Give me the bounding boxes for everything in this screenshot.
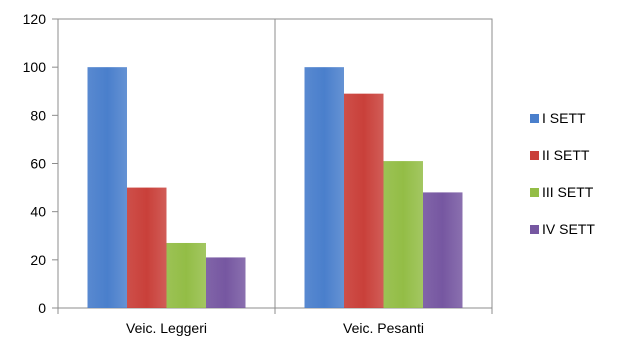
x-axis: Veic. Leggeri Veic. Pesanti xyxy=(57,308,493,336)
legend-item: I SETT xyxy=(530,108,595,128)
bars xyxy=(87,67,463,309)
legend-swatch xyxy=(530,224,539,234)
x-category-label: Veic. Leggeri xyxy=(126,320,207,336)
legend-swatch xyxy=(530,150,539,160)
bar-i-sett-veic-leggeri xyxy=(87,67,127,309)
y-tick-label: 120 xyxy=(23,11,47,27)
legend-item: IV SETT xyxy=(530,219,595,239)
y-tick-label: 40 xyxy=(30,204,46,220)
y-tick-label: 0 xyxy=(38,300,46,316)
legend: I SETT II SETT III SETT IV SETT xyxy=(530,108,595,256)
y-tick-label: 80 xyxy=(30,107,46,123)
legend-swatch xyxy=(530,187,539,197)
legend-swatch xyxy=(530,113,539,123)
y-tick-label: 60 xyxy=(30,156,46,172)
legend-item: III SETT xyxy=(530,182,595,202)
bar-iv-sett-veic-leggeri xyxy=(206,257,246,308)
y-tick-label: 20 xyxy=(30,252,46,268)
legend-label: III SETT xyxy=(542,184,594,200)
bar-iii-sett-veic-pesanti xyxy=(383,161,423,308)
legend-label: I SETT xyxy=(542,110,586,126)
bar-i-sett-veic-pesanti xyxy=(304,67,344,309)
bar-iv-sett-veic-pesanti xyxy=(423,192,463,308)
x-category-label: Veic. Pesanti xyxy=(343,320,424,336)
bar-iii-sett-veic-leggeri xyxy=(166,242,206,308)
bar-ii-sett-veic-leggeri xyxy=(127,187,167,308)
legend-label: IV SETT xyxy=(542,221,595,237)
y-tick-label: 100 xyxy=(23,59,47,75)
bar-ii-sett-veic-pesanti xyxy=(344,93,384,309)
legend-item: II SETT xyxy=(530,145,595,165)
y-axis: 0 20 40 60 80 100 120 xyxy=(23,11,58,316)
legend-label: II SETT xyxy=(542,147,590,163)
